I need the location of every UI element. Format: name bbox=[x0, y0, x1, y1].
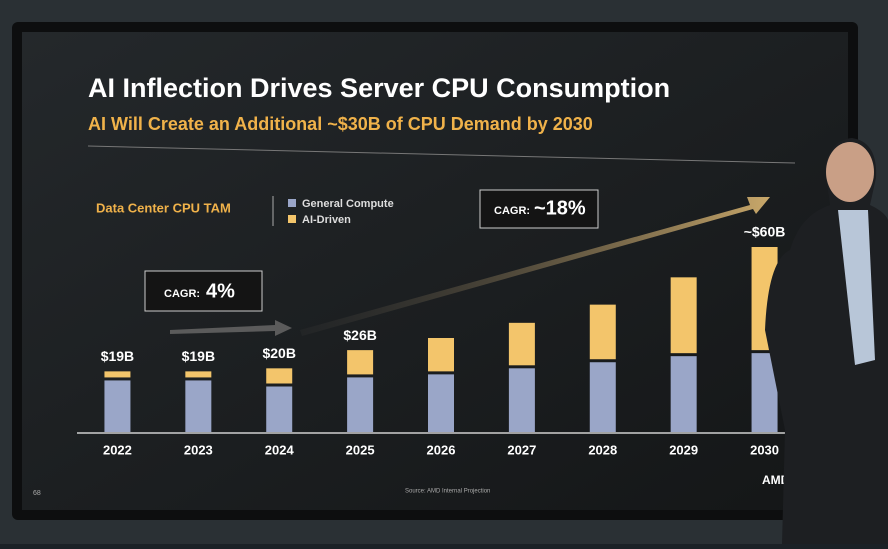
legend-swatch bbox=[288, 215, 296, 223]
bar-segment bbox=[185, 380, 212, 432]
cagr-prefix: CAGR: bbox=[494, 205, 530, 217]
divider bbox=[87, 145, 796, 164]
bar-segment bbox=[428, 338, 454, 372]
page-number: 68 bbox=[33, 490, 41, 497]
bar-segment bbox=[670, 277, 697, 354]
bar-segment bbox=[670, 356, 697, 432]
x-tick-label: 2022 bbox=[103, 442, 132, 457]
total-label: $19B bbox=[101, 348, 134, 364]
bar-segment bbox=[266, 368, 293, 384]
x-tick-label: 2029 bbox=[669, 442, 698, 457]
cagr-value: 4% bbox=[206, 280, 235, 302]
legend-label: AI-Driven bbox=[302, 214, 351, 226]
bar-segment bbox=[508, 322, 535, 366]
bar-segment bbox=[185, 371, 212, 378]
total-label: $26B bbox=[343, 327, 376, 343]
bar-segment bbox=[589, 304, 616, 360]
x-tick-label: 2025 bbox=[346, 442, 375, 457]
bar-segment bbox=[347, 350, 374, 375]
bar-segment bbox=[589, 362, 616, 432]
cagr-box bbox=[144, 270, 263, 312]
x-tick-label: 2027 bbox=[507, 442, 536, 457]
x-tick-label: 2023 bbox=[184, 442, 213, 457]
legend-title: Data Center CPU TAM bbox=[96, 200, 231, 215]
total-label: ~$60B bbox=[744, 224, 786, 240]
bar-segment bbox=[266, 386, 293, 432]
arrow-low bbox=[170, 320, 292, 336]
presenter-head bbox=[826, 142, 874, 202]
x-tick-label: 2028 bbox=[588, 442, 617, 457]
source: Source: AMD Internal Projection bbox=[405, 489, 490, 495]
cagr-box bbox=[479, 189, 599, 229]
total-label: $19B bbox=[182, 348, 215, 364]
chart-subtitle: AI Will Create an Additional ~$30B of CP… bbox=[88, 114, 593, 134]
cagr-prefix: CAGR: bbox=[164, 288, 200, 300]
bar-segment bbox=[428, 374, 454, 432]
cagr-value: ~18% bbox=[534, 197, 586, 219]
legend-label: General Compute bbox=[302, 198, 394, 210]
x-tick-label: 2026 bbox=[427, 442, 456, 457]
bar-segment bbox=[104, 380, 131, 432]
x-tick-label: 2030 bbox=[750, 442, 779, 457]
total-label: $20B bbox=[262, 345, 295, 361]
presenter-shirt bbox=[838, 210, 875, 365]
x-tick-label: 2024 bbox=[265, 442, 295, 457]
bar-segment bbox=[508, 368, 535, 432]
arrow-high bbox=[300, 197, 770, 336]
chart-title: AI Inflection Drives Server CPU Consumpt… bbox=[88, 73, 670, 103]
bar-segment bbox=[347, 377, 374, 432]
logo: AMD bbox=[762, 473, 790, 487]
legend-swatch bbox=[288, 199, 296, 207]
bar-segment bbox=[104, 371, 131, 378]
